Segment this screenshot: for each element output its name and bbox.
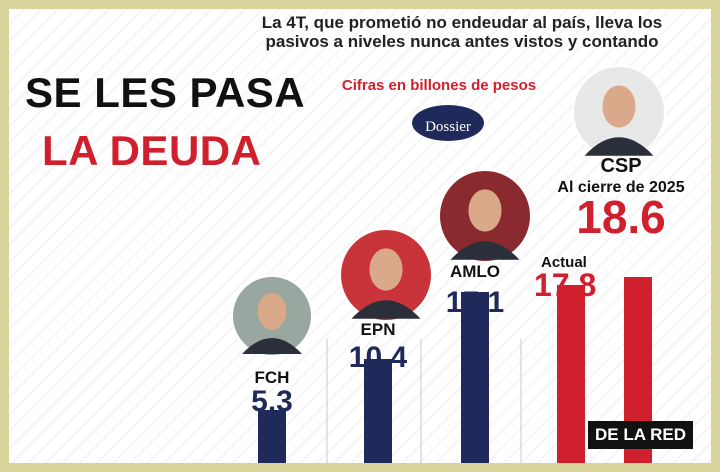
label-fch: FCH (255, 368, 290, 387)
dossier-logo: Dossier (412, 105, 484, 141)
bar-epn (364, 359, 392, 463)
label-amlo: AMLO (450, 262, 500, 281)
value-cierre-2025: 18.6 (576, 191, 666, 243)
label-actual: Actual (541, 254, 587, 271)
portrait-image (572, 65, 666, 159)
portrait-image (339, 228, 433, 322)
units-note: Cifras en billones de pesos (341, 77, 537, 94)
infographic-frame: SE LES PASA LA DEUDA La 4T, que prometió… (9, 9, 711, 463)
watermark-label: DE LA RED (588, 421, 693, 449)
portrait-image (438, 169, 532, 263)
value-actual: 17.8 (534, 267, 596, 303)
bar-amlo (461, 292, 489, 463)
label-al-cierre: Al cierre de 2025 (557, 179, 684, 196)
headline-line-1: SE LES PASA (25, 69, 306, 116)
value-amlo: 17.1 (446, 286, 504, 319)
value-fch: 5.3 (251, 385, 293, 418)
bar-fch (258, 410, 286, 463)
value-epn: 10.4 (349, 341, 408, 374)
label-csp: CSP (600, 155, 641, 177)
subtitle: La 4T, que prometió no endeudar al país,… (261, 13, 663, 51)
headline-line-2: LA DEUDA (42, 127, 262, 174)
portrait-image (231, 275, 313, 357)
bar-actual (557, 285, 585, 463)
label-epn: EPN (361, 320, 396, 339)
